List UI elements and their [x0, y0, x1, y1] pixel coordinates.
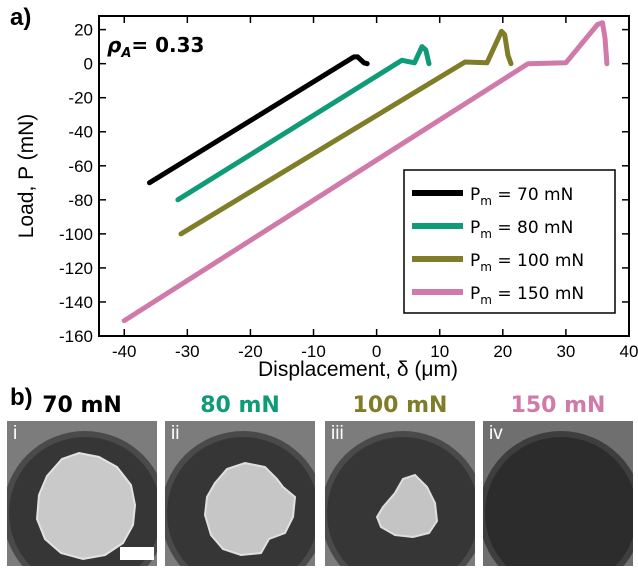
micrograph-image-1: i	[7, 421, 157, 566]
y-tick-label: 20	[74, 21, 93, 40]
legend-entry: Pm = 150 mN	[470, 284, 584, 307]
x-tick-label: 20	[493, 342, 512, 361]
load-displacement-chart: -40 -30 -20 -10 0 10 20 30 40-160-140-120-100-80…	[15, 15, 638, 381]
x-tick-label: -30	[175, 342, 200, 361]
x-tick-label: 40	[620, 342, 638, 361]
x-tick-label: -10	[301, 342, 326, 361]
density-annotation: ρA= 0.33	[107, 33, 204, 61]
series-line	[121, 20, 610, 324]
legend-entry: Pm = 70 mN	[470, 185, 573, 208]
y-tick-label: -160	[59, 327, 93, 346]
y-tick-label: -20	[68, 89, 93, 108]
micrograph-roman: iii	[331, 423, 344, 444]
x-tick-label: 0	[372, 342, 381, 361]
micrograph-image-4: iv	[483, 421, 633, 566]
micrograph-roman: i	[13, 423, 18, 444]
legend-entry: Pm = 80 mN	[470, 218, 573, 241]
legend: Pm = 70 mN Pm = 80 mN Pm = 100 mN Pm = 150 …	[403, 169, 616, 314]
y-tick-label: -40	[68, 123, 93, 142]
micrograph-title-1: 70 mN	[42, 393, 122, 418]
micrograph-graphic	[483, 421, 633, 566]
x-tick-label: 10	[430, 342, 449, 361]
legend-entry: Pm = 100 mN	[470, 251, 584, 274]
micrograph-title-4: 150 mN	[510, 393, 606, 418]
y-tick-label: 0	[84, 55, 93, 74]
y-axis-label: Load, P (mN)	[15, 114, 38, 239]
micrograph-roman: ii	[171, 423, 180, 444]
micrograph-graphic	[7, 421, 157, 566]
series-line	[178, 28, 514, 237]
plot-frame	[98, 15, 630, 337]
panel-label-b: b)	[10, 384, 33, 411]
micrograph-title-3: 100 mN	[352, 393, 448, 418]
series-lines	[121, 20, 610, 324]
micrograph-graphic	[165, 421, 315, 566]
x-tick-label: -40	[112, 342, 137, 361]
series-line	[147, 54, 370, 186]
x-tick-label: -20	[238, 342, 263, 361]
micrograph-graphic	[325, 421, 475, 566]
micrograph-roman: iv	[489, 423, 503, 444]
annotation: ρA= 0.33	[107, 33, 204, 61]
panel-label-a: a)	[10, 4, 32, 31]
micrograph-image-2: ii	[165, 421, 315, 566]
x-tick-label: 30	[556, 342, 575, 361]
y-tick-label: -60	[68, 157, 93, 176]
series-line	[175, 44, 432, 203]
micrograph-title-2: 80 mN	[200, 393, 280, 418]
axes: -40 -30 -20 -10 0 10 20 30 40-160-140-120-100-80…	[15, 15, 638, 381]
scale-bar	[120, 547, 154, 560]
y-tick-label: -140	[59, 293, 93, 312]
x-axis-label: Displacement, δ (μm)	[258, 358, 458, 381]
y-tick-label: -100	[59, 225, 93, 244]
y-tick-label: -120	[59, 259, 93, 278]
micrograph-image-3: iii	[325, 421, 475, 566]
y-tick-label: -80	[68, 191, 93, 210]
